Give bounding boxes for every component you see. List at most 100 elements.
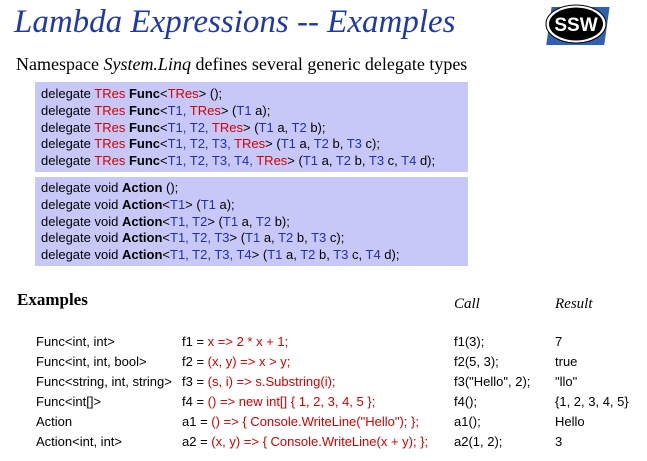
code-token: a, xyxy=(295,136,314,152)
result-text: 7 xyxy=(555,334,563,349)
lambda-expression: (x, y) => x > y; xyxy=(207,354,291,369)
action-delegate-line: delegate void Action (); xyxy=(41,180,468,197)
example-lambda: f4 = () => new int[] { 1, 2, 3, 4, 5 }; xyxy=(182,394,375,409)
code-token: a, xyxy=(318,153,336,169)
lambda-expression: () => new int[] { 1, 2, 3, 4, 5 }; xyxy=(207,394,376,409)
code-token: Action xyxy=(121,213,163,229)
code-token: TRes xyxy=(167,86,199,101)
func-delegate-line: delegate TRes Func<T1, T2, T3, T4, TRes>… xyxy=(41,153,468,170)
code-token: T2 xyxy=(291,119,307,135)
func-delegate-line: delegate TRes Func<T1, TRes> (T1 a); xyxy=(41,103,468,120)
call-column-header: Call xyxy=(454,296,480,312)
call-text: f2(5, 3); xyxy=(454,354,499,369)
code-token: > ( xyxy=(265,136,281,152)
code-token: c, xyxy=(384,153,402,169)
code-token: T1, T2, T3, T4 xyxy=(170,247,252,263)
code-token: > ( xyxy=(287,153,303,169)
code-token: T1, T2, T3, T4, xyxy=(167,153,257,169)
code-token: TRes xyxy=(94,153,129,169)
code-token: delegate xyxy=(41,119,95,135)
code-token: Action xyxy=(121,247,163,263)
code-token: Func xyxy=(128,136,160,152)
code-token: < xyxy=(162,247,170,263)
ssw-logo-text: SSW xyxy=(554,15,597,36)
func-delegates-box: delegate TRes Func<TRes> (); delegate TRe… xyxy=(35,82,468,172)
code-token: b, xyxy=(351,153,369,169)
var-assign: f4 = xyxy=(182,394,208,409)
code-token: TRes xyxy=(94,86,129,101)
code-token: T1 xyxy=(170,196,186,212)
lambda-expression: x => 2 * x + 1; xyxy=(207,334,289,349)
var-assign: a1 = xyxy=(182,414,212,429)
code-token: b); xyxy=(306,119,326,135)
code-token: delegate void xyxy=(41,180,122,195)
example-type: Func<int, int, bool> xyxy=(36,354,147,369)
code-token: a, xyxy=(282,247,301,263)
call-text: a1(); xyxy=(454,414,481,429)
code-token: a, xyxy=(273,119,292,135)
code-token: Action xyxy=(121,180,163,195)
code-token: b); xyxy=(271,213,290,229)
code-token: TRes xyxy=(94,102,129,118)
example-result: 7 xyxy=(555,334,562,349)
example-lambda: f1 = x => 2 * x + 1; xyxy=(182,334,288,349)
code-token: > ( xyxy=(185,196,201,212)
example-lambda: f2 = (x, y) => x > y; xyxy=(182,354,290,369)
var-assign: f2 = xyxy=(182,354,208,369)
namespace-name: System.Linq xyxy=(103,54,191,74)
code-token: c); xyxy=(361,136,380,152)
var-assign: f3 = xyxy=(182,374,208,389)
code-token: T2 xyxy=(313,136,329,152)
action-delegate-line: delegate void Action<T1, T2, T3, T4> (T1… xyxy=(41,247,468,264)
type-text: Action<int, int> xyxy=(36,434,122,449)
example-lambda: f3 = (s, i) => s.Substring(i); xyxy=(182,374,336,389)
code-token: T1, T2, T3 xyxy=(170,230,230,246)
code-token: < xyxy=(160,119,168,135)
examples-heading: Examples xyxy=(17,290,88,309)
code-token: a, xyxy=(238,213,256,229)
code-token: T3 xyxy=(368,153,385,169)
code-token: > (); xyxy=(198,86,223,101)
code-token: T3 xyxy=(346,136,362,152)
lambda-expression: () => { Console.WriteLine("Hello"); }; xyxy=(211,414,419,429)
code-token: T4 xyxy=(401,153,417,169)
example-result: true xyxy=(555,354,577,369)
example-call: a2(1, 2); xyxy=(454,434,502,449)
code-token: T2 xyxy=(300,247,316,263)
call-text: f4(); xyxy=(454,394,478,409)
result-text: 3 xyxy=(555,434,563,449)
example-result: 3 xyxy=(555,434,562,449)
example-type: Action xyxy=(36,414,72,429)
type-text: Func<int[]> xyxy=(36,394,102,409)
code-token: Func xyxy=(128,153,160,169)
result-text: true xyxy=(555,354,578,369)
example-result: Hello xyxy=(555,414,585,429)
code-token: T1 xyxy=(267,247,283,263)
example-type: Func<string, int, string> xyxy=(36,374,172,389)
code-token: delegate void xyxy=(41,247,122,263)
example-type: Action<int, int> xyxy=(36,434,122,449)
result-text: Hello xyxy=(555,414,585,429)
type-text: Func<string, int, string> xyxy=(36,374,172,389)
code-token: a, xyxy=(260,230,279,246)
code-token: < xyxy=(160,153,168,169)
code-token: > ( xyxy=(207,213,223,229)
code-token: c, xyxy=(348,247,366,263)
code-token: T1 xyxy=(200,196,216,212)
code-token: > ( xyxy=(251,247,268,263)
example-call: a1(); xyxy=(454,414,481,429)
action-delegate-line: delegate void Action<T1, T2, T3> (T1 a, … xyxy=(41,230,468,247)
code-token: T2 xyxy=(255,213,272,229)
code-token: Action xyxy=(121,196,163,212)
func-delegate-line: delegate TRes Func<TRes> (); xyxy=(41,86,468,103)
code-token: T3 xyxy=(333,247,349,263)
code-token: T1, T2, T3, xyxy=(167,136,235,152)
code-token: Func xyxy=(128,102,160,118)
type-text: Action xyxy=(36,414,73,429)
code-token: TRes xyxy=(211,119,243,135)
ssw-logo: SSW xyxy=(545,4,610,45)
code-token: TRes xyxy=(189,102,221,118)
code-token: Action xyxy=(121,230,163,246)
code-token: Func xyxy=(128,119,160,135)
code-token: T1 xyxy=(280,136,296,152)
